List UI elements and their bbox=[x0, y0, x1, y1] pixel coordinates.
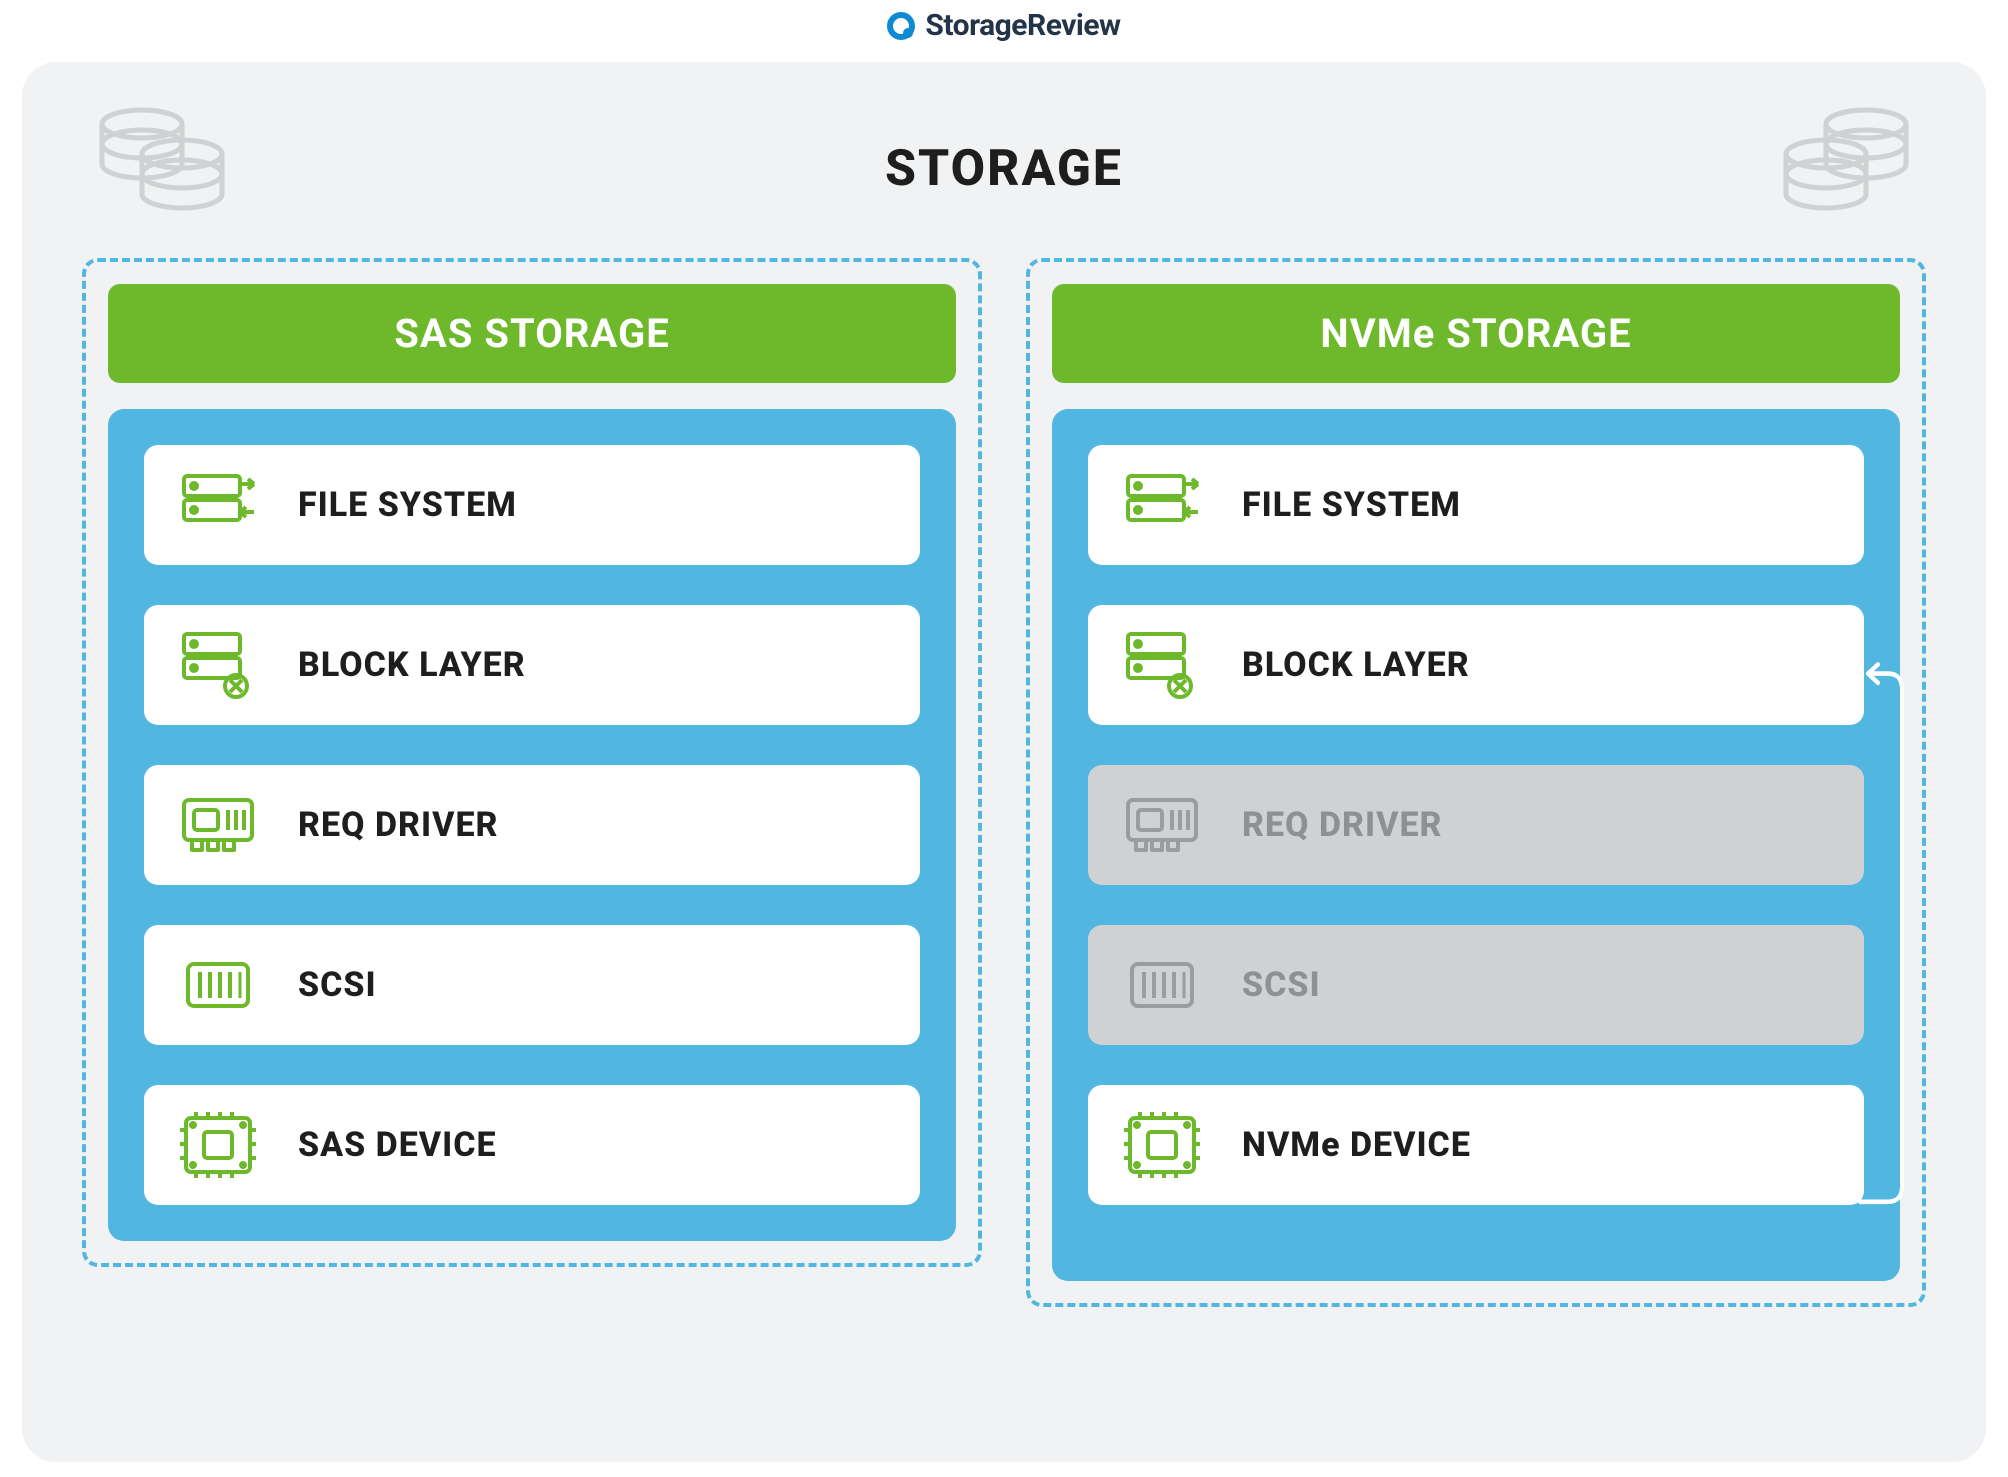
layer-label: BLOCK LAYER bbox=[1242, 645, 1470, 685]
database-icon bbox=[1776, 106, 1916, 216]
brand-name: StorageReview bbox=[925, 8, 1120, 43]
layer-block-layer: BLOCK LAYER bbox=[1088, 605, 1864, 725]
layer-label: REQ DRIVER bbox=[298, 805, 499, 845]
req-driver-icon bbox=[1122, 790, 1202, 860]
layer-nvme-device: NVMe DEVICE bbox=[1088, 1085, 1864, 1205]
layer-label: SAS DEVICE bbox=[298, 1125, 497, 1165]
columns-container: SAS STORAGE FILE SYSTEM BLOCK LAYER bbox=[70, 258, 1938, 1307]
layer-file-system: FILE SYSTEM bbox=[1088, 445, 1864, 565]
device-icon bbox=[178, 1110, 258, 1180]
database-icon bbox=[92, 106, 232, 216]
layer-label: SCSI bbox=[298, 965, 377, 1005]
block-layer-icon bbox=[1122, 630, 1202, 700]
layer-label: FILE SYSTEM bbox=[298, 485, 517, 525]
layer-scsi: SCSI bbox=[144, 925, 920, 1045]
layer-label: BLOCK LAYER bbox=[298, 645, 526, 685]
scsi-icon bbox=[178, 950, 258, 1020]
layer-block-layer: BLOCK LAYER bbox=[144, 605, 920, 725]
brand-logo-icon bbox=[887, 12, 915, 40]
layer-scsi: SCSI bbox=[1088, 925, 1864, 1045]
stack-body: FILE SYSTEM BLOCK LAYER REQ DRIVER bbox=[1052, 409, 1900, 1281]
device-icon bbox=[1122, 1110, 1202, 1180]
stack-nvme: NVMe STORAGE FILE SYSTEM BLOCK LAYER bbox=[1026, 258, 1926, 1307]
stack-header: SAS STORAGE bbox=[108, 284, 956, 383]
file-system-icon bbox=[1122, 470, 1202, 540]
req-driver-icon bbox=[178, 790, 258, 860]
storage-panel: STORAGE SAS STORAGE FILE SYSTEM BLOCK LA… bbox=[22, 62, 1986, 1462]
panel-title: STORAGE bbox=[70, 140, 1938, 198]
stack-header: NVMe STORAGE bbox=[1052, 284, 1900, 383]
stack-body: FILE SYSTEM BLOCK LAYER REQ DRIVER bbox=[108, 409, 956, 1241]
file-system-icon bbox=[178, 470, 258, 540]
brand-bar: StorageReview bbox=[0, 0, 2008, 52]
stack-sas: SAS STORAGE FILE SYSTEM BLOCK LAYER bbox=[82, 258, 982, 1267]
layer-label: NVMe DEVICE bbox=[1242, 1125, 1471, 1165]
layer-file-system: FILE SYSTEM bbox=[144, 445, 920, 565]
block-layer-icon bbox=[178, 630, 258, 700]
layer-sas-device: SAS DEVICE bbox=[144, 1085, 920, 1205]
layer-req-driver: REQ DRIVER bbox=[144, 765, 920, 885]
layer-label: SCSI bbox=[1242, 965, 1321, 1005]
layer-label: REQ DRIVER bbox=[1242, 805, 1443, 845]
bypass-arrow-icon bbox=[1858, 669, 1908, 1211]
layer-req-driver: REQ DRIVER bbox=[1088, 765, 1864, 885]
scsi-icon bbox=[1122, 950, 1202, 1020]
layer-label: FILE SYSTEM bbox=[1242, 485, 1461, 525]
